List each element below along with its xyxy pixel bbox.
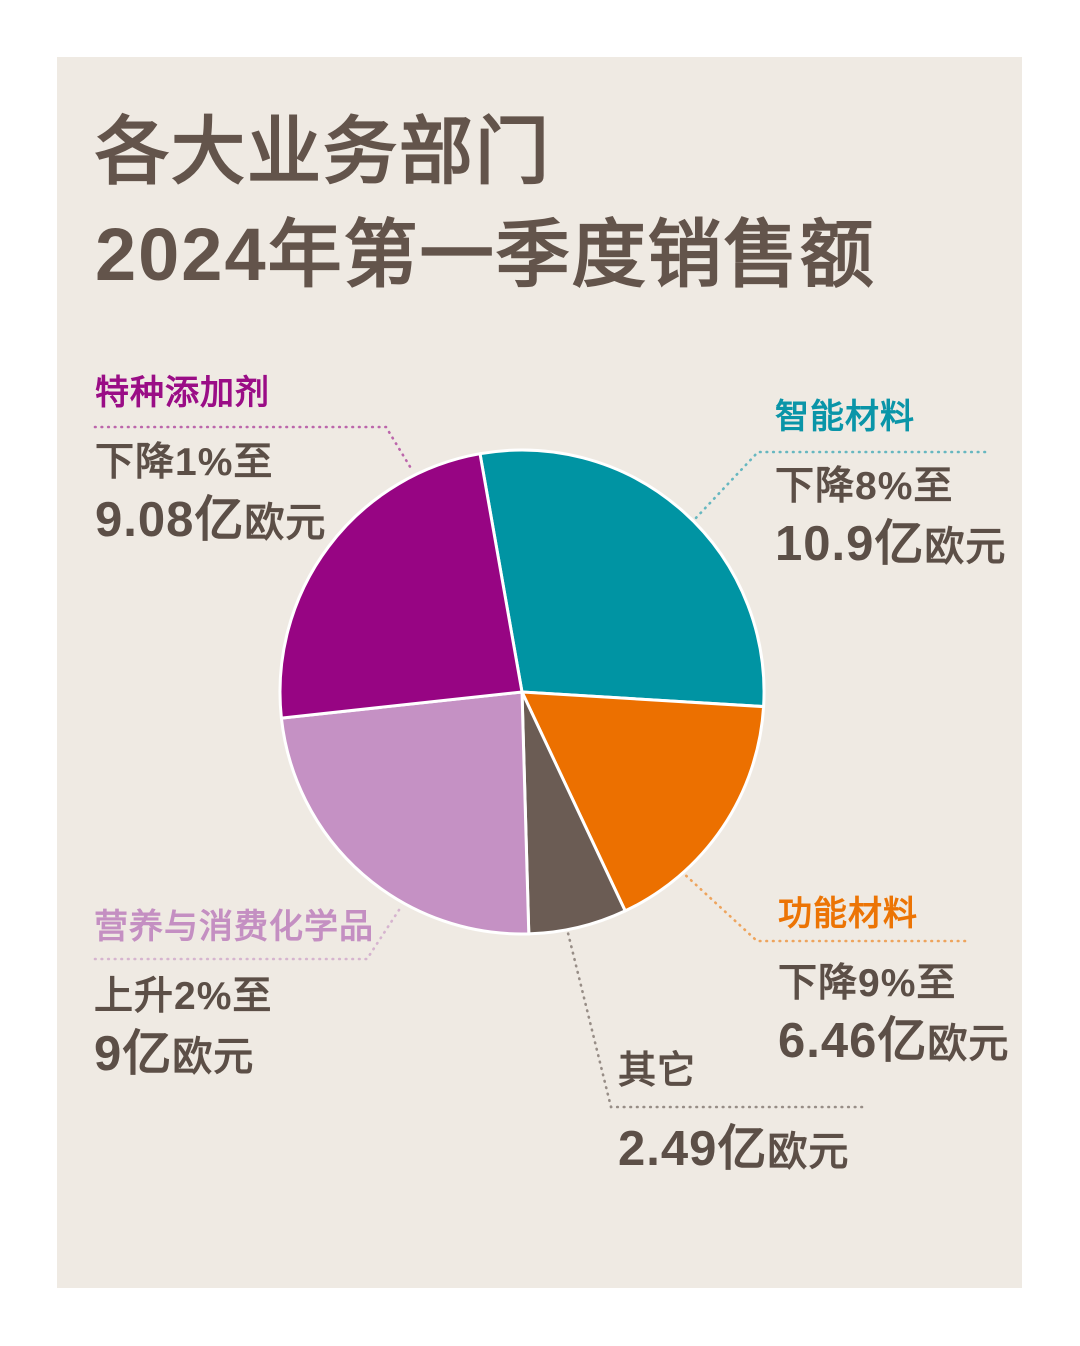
slice-value-unit: 欧元 <box>244 501 327 545</box>
slice-label-nutrition-consumer-chemicals: 营养与消费化学品 <box>94 908 374 946</box>
leader-line-other <box>566 931 864 1109</box>
slice-value-number: 6.46亿 <box>778 1014 928 1068</box>
page-title-line1: 各大业务部门 <box>95 110 551 193</box>
slice-value-number: 9亿 <box>94 1027 173 1081</box>
callout-specialty-additives: 特种添加剂 下降1%至 9.08亿欧元 <box>95 372 326 561</box>
slice-value-unit: 欧元 <box>927 1022 1010 1066</box>
slice-label-functional-materials: 功能材料 <box>778 895 918 933</box>
slice-change-specialty-additives: 下降1%至 <box>95 441 274 484</box>
slice-change-functional-materials: 下降9%至 <box>778 962 957 1005</box>
slice-value-number: 10.9亿 <box>775 517 925 571</box>
callout-nutrition-consumer-chemicals: 营养与消费化学品 上升2%至 9亿欧元 <box>94 906 374 1095</box>
slice-value-other: 2.49亿欧元 <box>618 1120 849 1190</box>
slice-value-specialty-additives: 9.08亿欧元 <box>95 491 326 561</box>
slice-label-other: 其它 <box>618 1050 697 1092</box>
slice-value-nutrition-consumer-chemicals: 9亿欧元 <box>94 1025 374 1095</box>
slice-value-number: 9.08亿 <box>95 493 245 547</box>
page-title: 各大业务部门 2024年第一季度销售额 <box>95 100 975 306</box>
callout-smart-materials: 智能材料 下降8%至 10.9亿欧元 <box>775 396 1006 585</box>
slice-value-smart-materials: 10.9亿欧元 <box>775 515 1006 585</box>
pie-slice-functional-materials <box>520 690 766 913</box>
pie-slice-smart-materials <box>478 448 766 709</box>
pie-slices <box>278 448 766 936</box>
slice-value-unit: 欧元 <box>767 1130 850 1174</box>
leader-line-nutrition-consumer-chemicals <box>93 908 401 961</box>
slice-value-functional-materials: 6.46亿欧元 <box>778 1012 1009 1082</box>
pie-slice-nutrition-consumer-chemicals <box>279 690 531 936</box>
leader-line-functional-materials <box>679 869 967 943</box>
slice-value-unit: 欧元 <box>924 525 1007 569</box>
leader-line-specialty-additives <box>93 425 414 472</box>
slice-label-specialty-additives: 特种添加剂 <box>95 374 270 412</box>
callout-other: 其它 2.49亿欧元 <box>618 1050 849 1190</box>
slice-label-smart-materials: 智能材料 <box>775 398 915 436</box>
leader-line-smart-materials <box>692 450 987 522</box>
slice-value-unit: 欧元 <box>172 1035 255 1079</box>
slice-value-number: 2.49亿 <box>618 1122 768 1176</box>
slice-change-nutrition-consumer-chemicals: 上升2%至 <box>94 975 273 1018</box>
page-title-line2: 2024年第一季度销售额 <box>95 213 876 296</box>
leader-lines <box>93 425 987 1109</box>
slice-change-smart-materials: 下降8%至 <box>775 465 954 508</box>
callout-functional-materials: 功能材料 下降9%至 6.46亿欧元 <box>778 893 1009 1082</box>
pie-slice-specialty-additives <box>278 452 524 720</box>
